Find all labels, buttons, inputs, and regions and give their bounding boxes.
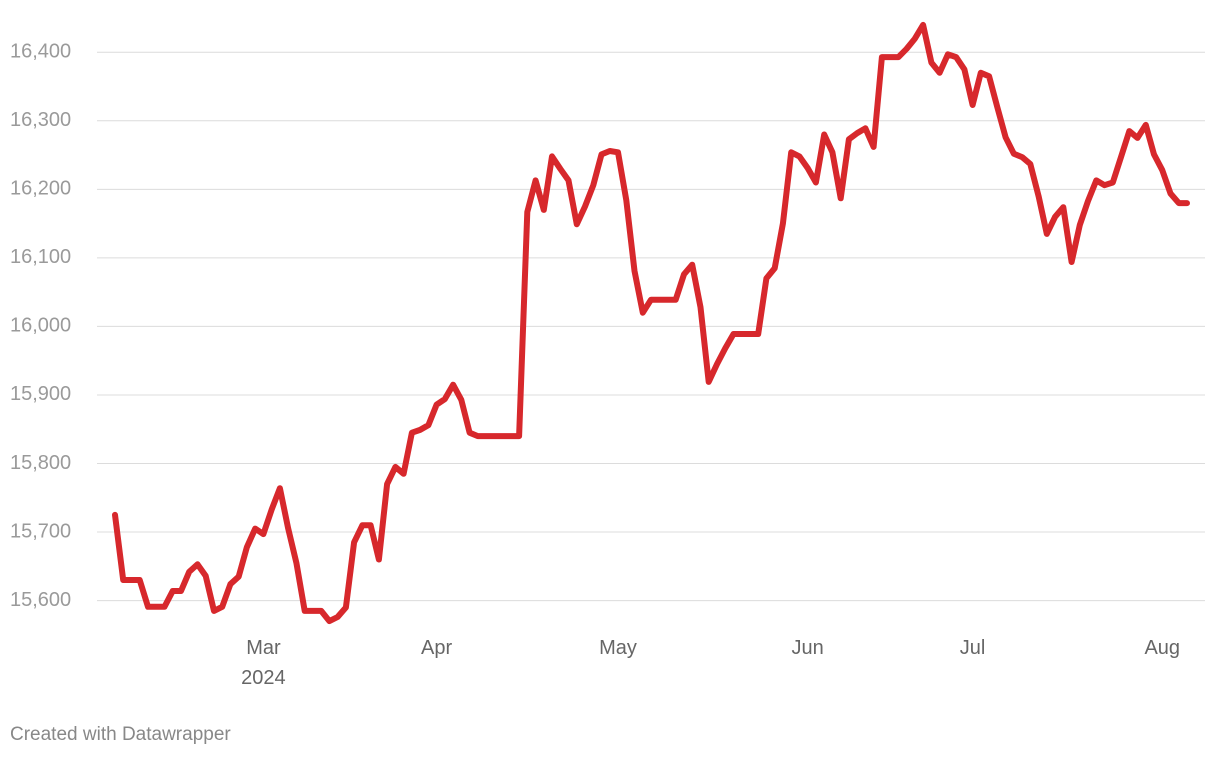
y-tick-label: 16,000 — [10, 315, 71, 337]
y-tick-label: 15,700 — [10, 520, 71, 542]
y-tick-label: 16,400 — [10, 41, 71, 63]
x-tick-label: Jun — [791, 637, 824, 659]
y-tick-label: 16,200 — [10, 178, 71, 200]
y-tick-label: 16,300 — [10, 109, 71, 131]
footer: Created with Datawrapper — [10, 724, 231, 745]
y-tick-label: 15,900 — [10, 383, 71, 405]
x-tick-label: Aug — [1144, 637, 1181, 659]
x-tick-label: Jul — [959, 637, 986, 659]
y-tick-label: 15,600 — [10, 589, 71, 611]
y-tick-label: 15,800 — [10, 452, 71, 474]
x-tick-label: Mar 2024 — [241, 637, 286, 689]
y-tick-label: 16,100 — [10, 246, 71, 268]
line — [112, 21, 1190, 625]
x-tick-label: Apr — [421, 637, 453, 659]
x-tick-label: May — [599, 637, 637, 659]
